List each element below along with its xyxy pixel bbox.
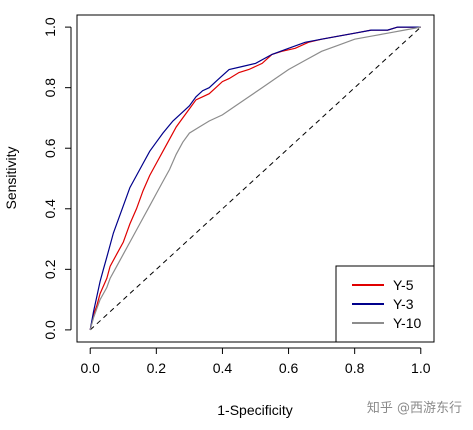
y-tick-label: 0.8 [42, 78, 58, 98]
plot-frame [76, 14, 435, 343]
y-tick-label: 1.0 [42, 17, 58, 37]
x-axis: 0.0 0.2 0.4 0.6 0.8 1.0 [80, 347, 431, 376]
y-axis-label: Sensitivity [3, 146, 19, 209]
x-tick-label: 0.2 [147, 360, 167, 376]
watermark-text: 知乎 @西游东行 [367, 400, 462, 416]
y-tick-label: 0.6 [42, 138, 58, 158]
x-tick-label: 1.0 [411, 360, 431, 376]
legend: Y-5 Y-3 Y-10 [335, 265, 435, 343]
legend-label-y-3: Y-3 [393, 296, 414, 312]
y-axis: 0.0 0.2 0.4 0.6 0.8 1.0 [42, 17, 72, 340]
x-axis-label: 1-Specificity [217, 402, 292, 418]
x-tick-label: 0.8 [345, 360, 365, 376]
y-tick-label: 0.2 [42, 259, 58, 279]
x-tick-label: 0.0 [80, 360, 100, 376]
series-line-y-3 [89, 26, 421, 331]
series-layer [89, 26, 421, 331]
x-tick-label: 0.4 [213, 360, 233, 376]
series-line-y-10 [89, 26, 421, 331]
y-tick-label: 0.0 [42, 320, 58, 340]
y-tick-label: 0.4 [42, 199, 58, 219]
x-tick-label: 0.6 [279, 360, 299, 376]
legend-label-y-10: Y-10 [393, 315, 422, 331]
legend-label-y-5: Y-5 [393, 277, 414, 293]
reference-diagonal [89, 26, 422, 331]
